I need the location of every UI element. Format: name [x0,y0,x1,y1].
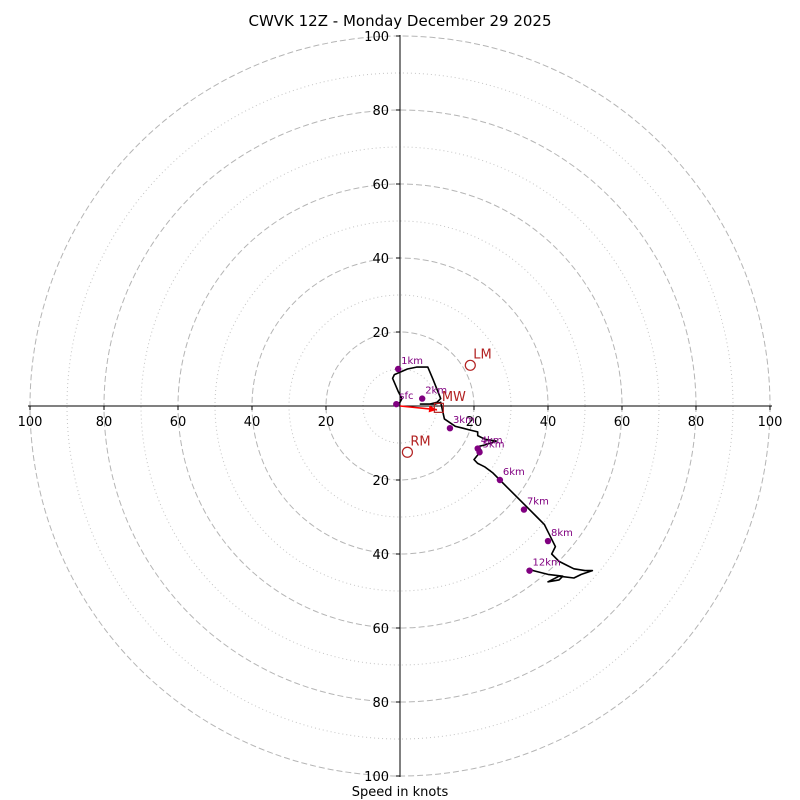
height-label-3km: 3km [453,415,475,426]
height-label-4km: 4km [481,436,503,447]
height-marker-8km [544,537,552,545]
y-ticks: 100 80 60 40 20 20 40 60 80 100 [364,30,400,785]
y-tick-label: 40 [372,548,389,563]
y-tick-label: 60 [372,622,389,637]
x-ticks: 100 80 60 40 20 20 40 60 80 100 [18,406,783,430]
height-marker-12km [526,567,533,574]
height-label-12km: 12km [533,558,561,569]
storm-motions: RM LM MW [401,347,492,458]
y-tick-label: 100 [364,770,389,785]
y-tick-label: 20 [372,474,389,489]
x-tick-label: 80 [96,415,113,430]
height-label-6km: 6km [503,467,525,478]
x-tick-label: 60 [614,415,631,430]
height-label-7km: 7km [527,497,549,508]
storm-motion-marker-lm [464,359,476,371]
height-marker-7km [520,506,528,513]
height-label-2km: 2km [425,386,447,397]
storm-motion-marker-mw [433,402,444,413]
x-tick-label: 100 [18,415,43,430]
x-tick-label: 20 [466,415,483,430]
height-label-5km: 5km [483,439,505,450]
y-tick-label: 40 [372,252,389,267]
y-tick-label: 80 [372,104,389,119]
y-tick-label: 80 [372,696,389,711]
storm-motion-marker-rm [401,446,413,458]
storm-motion-label-lm: LM [473,347,491,362]
x-tick-label: 80 [688,415,705,430]
chart-title: CWVK 12Z - Monday December 29 2025 [248,12,551,30]
mean-wind-arrowhead [428,405,437,413]
height-label-1km: 1km [401,356,423,367]
x-tick-label: 100 [758,415,783,430]
height-label-8km: 8km [551,528,573,539]
storm-motion-label-mw: MW [442,390,466,405]
height-label-sfc: sfc [399,391,413,402]
x-tick-label: 60 [170,415,187,430]
x-tick-label: 40 [540,415,557,430]
height-marker-6km [496,476,504,484]
x-axis-label: Speed in knots [352,785,449,800]
storm-motion-label-rm: RM [410,434,430,449]
y-tick-label: 60 [372,178,389,193]
y-tick-label: 20 [372,326,389,341]
height-marker-sfc [393,400,400,408]
height-marker-3km [446,425,454,432]
series-layer [391,366,594,583]
height-marker-5km [476,449,483,456]
x-tick-label: 40 [244,415,261,430]
y-tick-label: 100 [364,30,389,45]
wind-profile-line [391,366,594,583]
height-marker-2km [419,395,426,402]
x-tick-label: 20 [318,415,335,430]
height-marker-1km [394,365,402,373]
